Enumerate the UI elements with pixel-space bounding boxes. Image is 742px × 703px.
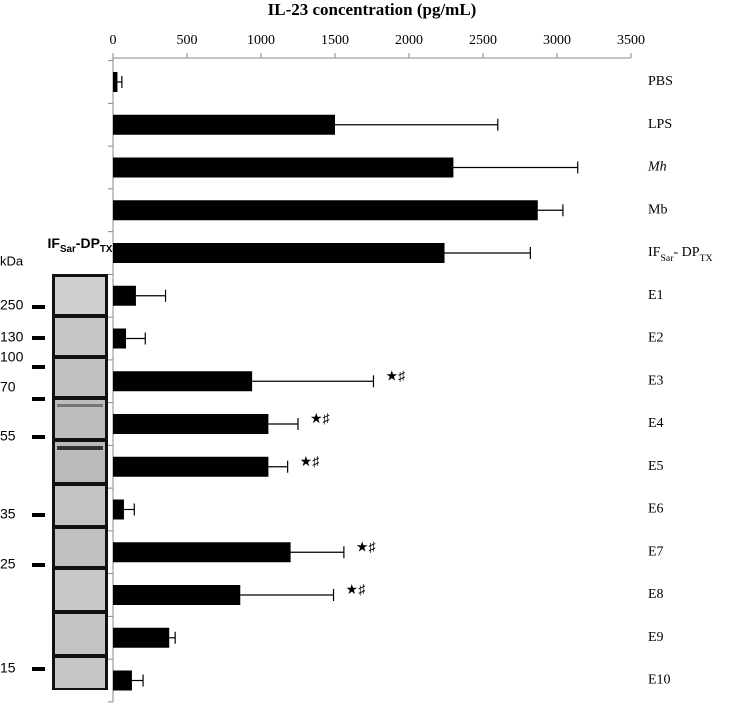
gel-lane	[55, 614, 105, 654]
category-label: E1	[648, 288, 664, 303]
ladder-dash	[32, 336, 45, 340]
ladder-label: 100	[0, 349, 24, 365]
label-part: Mh	[647, 160, 667, 175]
gel-unit: kDa	[0, 253, 24, 268]
ladder-dash	[32, 513, 45, 517]
category-label: E8	[648, 587, 664, 602]
significance-marker: ★♯	[300, 455, 321, 470]
ladder-label: 130	[0, 329, 24, 345]
bar	[113, 499, 124, 520]
label-part: TX	[700, 253, 713, 264]
x-tick-label: 3000	[543, 33, 571, 48]
ladder-label: 25	[0, 556, 16, 572]
category-label: IFSar- DPTX	[648, 245, 713, 264]
significance-marker: ★♯	[310, 412, 331, 427]
ladder-dash	[32, 667, 45, 671]
bar	[113, 114, 335, 135]
ladder-label: 55	[0, 428, 16, 444]
chart-title: IL-23 concentration (pg/mL)	[268, 0, 477, 19]
label-part: IF	[648, 245, 661, 260]
x-tick-label: 2000	[395, 33, 423, 48]
category-label: E2	[648, 331, 664, 346]
bar	[113, 157, 454, 178]
category-label: E9	[648, 630, 664, 645]
bar	[113, 456, 269, 477]
bar	[113, 542, 291, 563]
gel-lane	[55, 359, 105, 396]
bar	[113, 585, 241, 605]
label-part: IF	[48, 235, 61, 251]
x-tick-label: 1500	[321, 33, 349, 48]
category-label: E10	[648, 673, 671, 688]
bar	[113, 670, 132, 691]
category-label: E3	[648, 373, 664, 388]
label-part: Sar	[60, 244, 76, 255]
ladder-label: 15	[0, 660, 16, 676]
ladder-dash	[32, 435, 45, 439]
category-label: LPS	[648, 117, 672, 132]
gel-lane	[55, 570, 105, 610]
bar	[113, 72, 118, 92]
x-tick-label: 1000	[247, 33, 275, 48]
x-tick-label: 3500	[617, 33, 645, 48]
ladder-dash	[32, 397, 45, 401]
gel-band	[57, 404, 103, 407]
label-part: -DP	[76, 235, 100, 251]
significance-marker: ★♯	[346, 583, 367, 598]
label-part: - DP	[674, 245, 700, 260]
category-label: PBS	[648, 74, 673, 89]
category-label: E7	[648, 544, 664, 559]
ladder-dash	[32, 563, 45, 567]
gel-lane	[55, 529, 105, 566]
gel-lane	[55, 277, 105, 314]
bar	[113, 243, 445, 263]
category-label: E4	[648, 416, 664, 431]
x-tick-label: 500	[177, 33, 198, 48]
bar	[113, 627, 170, 648]
bar	[113, 371, 253, 392]
label-part: TX	[100, 244, 113, 255]
category-label: E5	[648, 459, 664, 474]
category-label: E6	[648, 502, 664, 517]
x-tick-label: 2500	[469, 33, 497, 48]
ladder-dash	[32, 305, 45, 309]
bar	[113, 285, 136, 306]
gel-band	[57, 446, 103, 450]
significance-marker: ★♯	[385, 369, 406, 384]
ladder-dash	[32, 365, 45, 369]
gel-lane	[55, 658, 105, 688]
gel-lane	[55, 486, 105, 525]
bar	[113, 200, 538, 221]
significance-marker: ★♯	[356, 540, 377, 555]
bar	[113, 328, 127, 349]
ladder-label: 35	[0, 506, 16, 522]
category-label: Mh	[647, 160, 667, 175]
ladder-label: 70	[0, 379, 16, 395]
bar	[113, 414, 269, 434]
gel-title: IFSar-DPTX	[48, 235, 113, 255]
gel-lane	[55, 318, 105, 355]
label-part: Sar	[660, 253, 674, 264]
category-label: Mb	[648, 202, 667, 217]
x-tick-label: 0	[110, 33, 117, 48]
ladder-label: 250	[0, 297, 24, 313]
